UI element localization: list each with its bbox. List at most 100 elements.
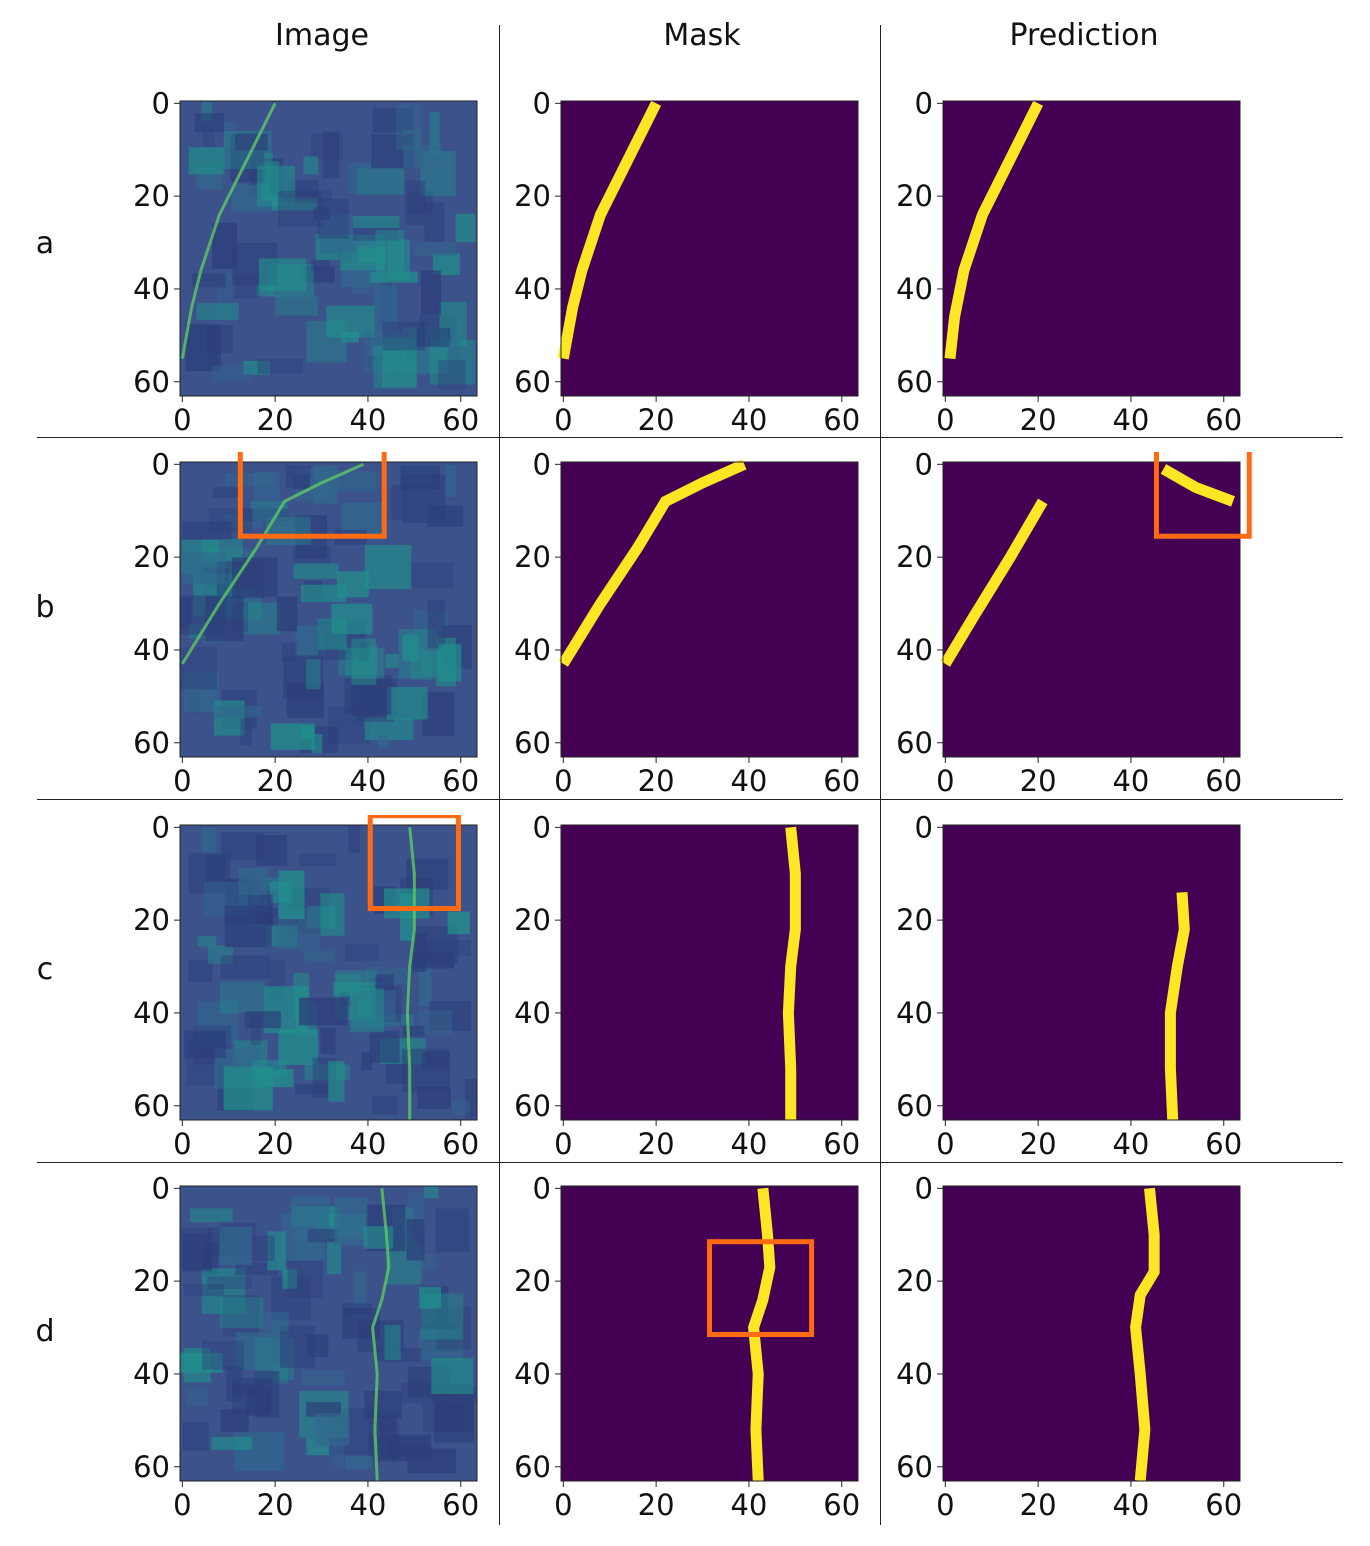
x-tick-label: 0 bbox=[173, 1127, 191, 1161]
x-tick-label: 20 bbox=[1020, 764, 1057, 798]
prediction-line-segment bbox=[1164, 891, 1190, 1120]
x-tick-label: 20 bbox=[257, 1127, 294, 1161]
y-tick-label: 60 bbox=[514, 726, 551, 760]
y-tick-label: 20 bbox=[133, 179, 170, 213]
x-tick-label: 40 bbox=[1112, 403, 1149, 437]
panel-a-image: 0 0 20 20 40 40 60 60 bbox=[133, 91, 479, 437]
x-tick-label: 40 bbox=[1112, 764, 1149, 798]
x-tick-label: 20 bbox=[257, 764, 294, 798]
y-tick-label: 40 bbox=[896, 1357, 933, 1391]
y-tick-label: 60 bbox=[896, 1089, 933, 1123]
y-tick-label: 60 bbox=[514, 365, 551, 399]
panel-c-image: 0 0 20 20 40 40 60 60 bbox=[133, 815, 479, 1161]
mask-background bbox=[561, 462, 858, 757]
image-texture bbox=[180, 464, 472, 754]
x-tick-label: 60 bbox=[1205, 1488, 1242, 1522]
axes-frame bbox=[942, 461, 1241, 758]
y-tick-label: 0 bbox=[152, 91, 170, 120]
y-tick-label: 40 bbox=[514, 272, 551, 306]
image-texture bbox=[180, 1186, 476, 1474]
y-tick-label: 40 bbox=[133, 1357, 170, 1391]
axes-frame bbox=[179, 824, 478, 1121]
panel-c-prediction: 0 0 20 20 40 40 60 60 bbox=[896, 815, 1242, 1161]
mask-background bbox=[561, 825, 858, 1120]
x-tick-label: 0 bbox=[936, 764, 954, 798]
y-tick-label: 60 bbox=[514, 1450, 551, 1484]
x-tick-label: 60 bbox=[823, 1127, 860, 1161]
x-tick-label: 60 bbox=[1205, 1127, 1242, 1161]
y-tick-label: 20 bbox=[514, 540, 551, 574]
axes-frame bbox=[179, 461, 478, 758]
y-tick-label: 40 bbox=[133, 996, 170, 1030]
y-tick-label: 60 bbox=[896, 1450, 933, 1484]
highlight-box bbox=[367, 815, 461, 912]
image-line-feature bbox=[181, 462, 364, 665]
panel-b-mask: 0 0 20 20 40 40 60 60 bbox=[514, 452, 860, 798]
y-tick-label: 40 bbox=[514, 996, 551, 1030]
y-tick-label: 20 bbox=[514, 903, 551, 937]
y-tick-label: 60 bbox=[896, 726, 933, 760]
highlight-box bbox=[237, 452, 387, 539]
mask-background bbox=[561, 101, 858, 396]
image-line-feature bbox=[180, 102, 277, 359]
axes-frame bbox=[179, 1185, 478, 1482]
y-tick-label: 20 bbox=[514, 179, 551, 213]
x-tick-label: 0 bbox=[936, 403, 954, 437]
y-tick-label: 0 bbox=[915, 91, 933, 120]
y-tick-label: 20 bbox=[133, 1264, 170, 1298]
x-tick-label: 20 bbox=[638, 764, 675, 798]
mask-background bbox=[943, 101, 1240, 396]
y-tick-label: 60 bbox=[133, 365, 170, 399]
image-line-feature bbox=[371, 1188, 391, 1481]
panel-b-image: 0 0 20 20 40 40 60 60 bbox=[133, 452, 479, 798]
x-tick-label: 40 bbox=[1112, 1127, 1149, 1161]
y-tick-label: 40 bbox=[514, 633, 551, 667]
x-tick-label: 0 bbox=[173, 764, 191, 798]
x-tick-label: 60 bbox=[823, 1488, 860, 1522]
x-tick-label: 0 bbox=[554, 403, 572, 437]
x-tick-label: 60 bbox=[823, 764, 860, 798]
x-tick-label: 0 bbox=[936, 1488, 954, 1522]
panel-b-prediction: 0 0 20 20 40 40 60 60 bbox=[896, 452, 1252, 798]
column-title-prediction: Prediction bbox=[1009, 18, 1159, 53]
panel-d-mask: 0 0 20 20 40 40 60 60 bbox=[514, 1176, 860, 1522]
x-tick-label: 40 bbox=[349, 1488, 386, 1522]
row-label-d: d bbox=[35, 1314, 55, 1349]
x-tick-label: 40 bbox=[730, 1488, 767, 1522]
x-tick-label: 40 bbox=[730, 403, 767, 437]
x-tick-label: 60 bbox=[442, 764, 479, 798]
axes-frame bbox=[942, 1185, 1241, 1482]
highlight-box bbox=[1153, 452, 1252, 539]
x-tick-label: 60 bbox=[442, 1127, 479, 1161]
row-separator bbox=[37, 1162, 1343, 1163]
column-separator bbox=[499, 25, 500, 1525]
axes-frame bbox=[942, 100, 1241, 397]
row-label-c: c bbox=[36, 952, 54, 987]
x-tick-label: 60 bbox=[442, 403, 479, 437]
x-tick-label: 40 bbox=[349, 764, 386, 798]
axes-frame bbox=[560, 461, 859, 758]
panel-a-prediction: 0 0 20 20 40 40 60 60 bbox=[896, 91, 1242, 437]
x-tick-label: 20 bbox=[1020, 1488, 1057, 1522]
y-tick-label: 20 bbox=[896, 1264, 933, 1298]
x-tick-label: 60 bbox=[823, 403, 860, 437]
row-label-a: a bbox=[35, 226, 55, 261]
axes-frame bbox=[942, 824, 1241, 1121]
y-tick-label: 0 bbox=[533, 452, 551, 481]
y-tick-label: 0 bbox=[533, 91, 551, 120]
prediction-line-segment bbox=[940, 498, 1048, 667]
image-texture bbox=[183, 825, 477, 1119]
x-tick-label: 60 bbox=[442, 1488, 479, 1522]
prediction-line-segment bbox=[1130, 1187, 1160, 1482]
row-separator bbox=[37, 437, 1343, 438]
y-tick-label: 20 bbox=[133, 903, 170, 937]
image-texture bbox=[185, 101, 476, 390]
mask-background bbox=[943, 462, 1240, 757]
image-line-feature bbox=[405, 827, 416, 1120]
mask-background bbox=[943, 1186, 1240, 1481]
y-tick-label: 0 bbox=[152, 815, 170, 844]
prediction-line-segment bbox=[944, 100, 1044, 360]
y-tick-label: 20 bbox=[133, 540, 170, 574]
y-tick-label: 0 bbox=[533, 1176, 551, 1205]
